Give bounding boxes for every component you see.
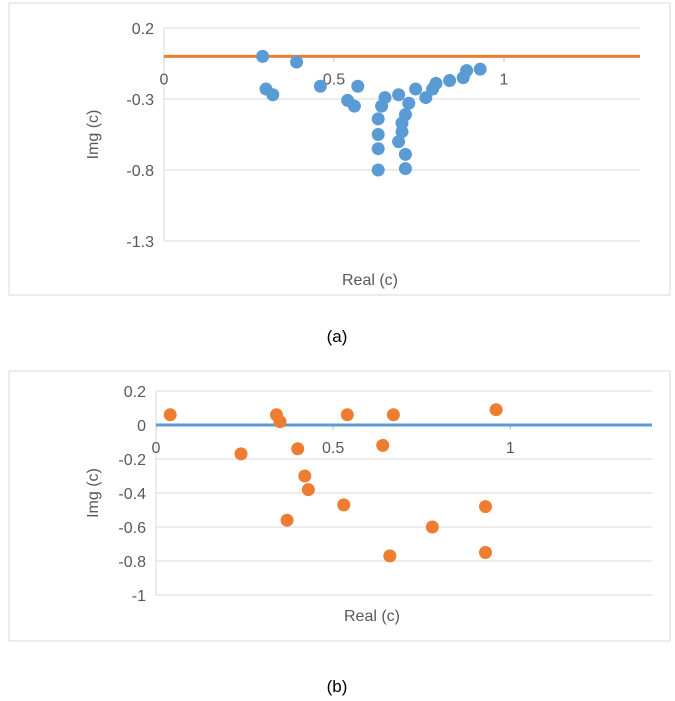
data-point: [460, 64, 474, 78]
data-point: [402, 96, 416, 110]
data-point: [398, 162, 412, 176]
data-point: [425, 520, 439, 534]
chart-panel-b: 0.2 0 -0.2 -0.4 -0.6 -0.8 -1 0 0.5 1 Img (c) Rea…: [8, 370, 671, 642]
data-point: [392, 135, 406, 149]
y-tick-label: 0.2: [124, 384, 146, 401]
y-axis-ticks: 0.2 0 -0.2 -0.4 -0.6 -0.8 -1: [118, 384, 146, 605]
x-tick-label: 1: [506, 440, 515, 457]
data-point: [473, 62, 487, 76]
data-point: [443, 74, 457, 88]
data-point: [347, 99, 361, 113]
x-axis-title: Real (c): [342, 272, 398, 289]
data-point: [378, 91, 392, 105]
data-point: [351, 79, 365, 93]
data-point: [298, 469, 312, 483]
data-point: [371, 142, 385, 156]
y-tick-label: -0.2: [118, 452, 146, 469]
x-tick-label: 1: [500, 71, 509, 88]
figure-caption-b: (b): [327, 677, 348, 696]
data-point: [371, 128, 385, 141]
data-point: [489, 403, 503, 417]
x-tick-label: 0.5: [323, 71, 345, 88]
data-point: [337, 498, 351, 512]
data-point: [266, 88, 280, 102]
data-point: [313, 79, 327, 93]
y-tick-label: -0.8: [126, 163, 154, 180]
data-points: [163, 403, 503, 563]
x-axis-title: Real (c): [344, 608, 400, 625]
data-point: [429, 76, 443, 90]
data-point: [280, 513, 294, 527]
chart-panel-a: 0.2-0.3-0.8-1.3 0 0.5 1 Img (c) Real (c): [8, 2, 671, 296]
data-point: [478, 500, 492, 514]
data-point: [290, 55, 304, 69]
data-point: [163, 408, 177, 422]
y-tick-label: -0.8: [118, 554, 146, 571]
data-point: [386, 408, 400, 422]
data-point: [478, 546, 492, 559]
y-axis-title: Img (c): [85, 468, 102, 518]
data-point: [371, 163, 385, 177]
data-point: [398, 147, 412, 161]
data-point: [340, 408, 354, 422]
y-tick-label: -0.6: [118, 520, 146, 537]
figure-caption-a: (a): [327, 327, 348, 346]
y-axis-ticks: 0.2 -0.3 -0.8 -1.3: [126, 21, 154, 251]
x-tick-label: 0: [160, 71, 169, 88]
x-tick-label: 0.5: [322, 440, 344, 457]
chart-frame: [8, 2, 671, 296]
y-tick-label: -1.3: [126, 234, 154, 251]
data-point: [383, 549, 397, 563]
data-point: [301, 483, 315, 497]
data-point: [398, 108, 412, 122]
data-point: [392, 88, 406, 102]
y-tick-label: 0: [137, 418, 146, 435]
data-point: [409, 82, 423, 96]
data-point: [273, 415, 287, 429]
data-point: [376, 438, 390, 452]
data-points: [256, 49, 487, 177]
y-axis-title: Img (c): [85, 110, 102, 160]
data-point: [234, 447, 248, 461]
data-point: [256, 49, 270, 63]
x-axis-ticks: 0 0.5 1: [160, 56, 509, 88]
x-tick-label: 0: [152, 440, 161, 457]
data-point: [291, 442, 305, 456]
y-tick-label: 0.2: [132, 21, 154, 38]
y-tick-label: -0.3: [126, 92, 154, 109]
y-tick-label: -1: [132, 588, 146, 605]
y-tick-label: -0.4: [118, 486, 146, 503]
data-point: [371, 112, 385, 126]
